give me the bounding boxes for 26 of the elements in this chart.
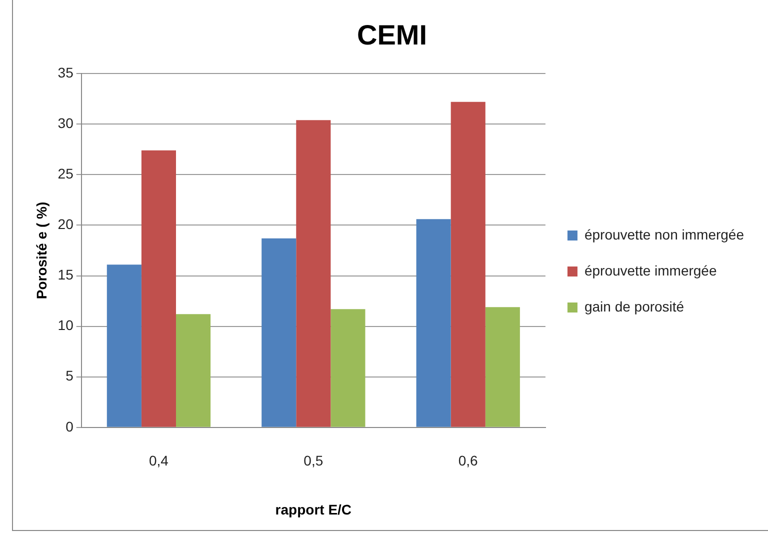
y-tick-label: 10 xyxy=(58,317,74,334)
x-tick-label: 0,6 xyxy=(458,452,478,469)
y-tick-label: 0 xyxy=(66,418,74,434)
y-tick-label: 15 xyxy=(58,266,74,283)
x-axis-title: rapport E/C xyxy=(275,501,352,518)
bar xyxy=(330,309,366,427)
y-tick-label: 20 xyxy=(58,216,74,232)
bar xyxy=(296,120,331,427)
bar xyxy=(141,150,176,427)
x-tick-label: 0,4 xyxy=(148,452,169,469)
legend-label: gain de porosité xyxy=(584,298,684,314)
y-tick-label: 25 xyxy=(58,166,74,182)
chart-title: CEMI xyxy=(357,20,427,51)
bar xyxy=(450,102,486,427)
legend-label: éprouvette immergée xyxy=(584,262,717,278)
x-tick-label: 0,5 xyxy=(304,452,324,469)
bar xyxy=(106,264,142,427)
y-tick-label: 35 xyxy=(58,64,74,80)
bar xyxy=(485,307,520,427)
bar xyxy=(416,219,451,427)
y-tick-label: 30 xyxy=(58,115,74,131)
bar xyxy=(176,314,211,427)
y-tick-label: 5 xyxy=(66,368,74,384)
bar xyxy=(262,238,296,427)
y-axis-title: Porosité e ( %) xyxy=(33,202,50,300)
legend-label: éprouvette non immergée xyxy=(584,226,744,242)
